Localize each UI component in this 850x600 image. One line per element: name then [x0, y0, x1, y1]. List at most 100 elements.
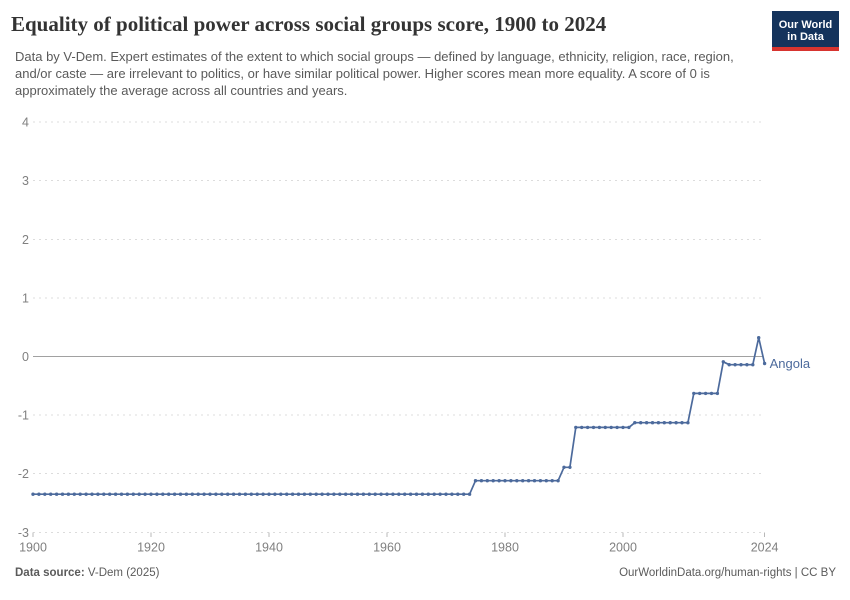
data-point-marker[interactable] [320, 492, 324, 496]
data-point-marker[interactable] [698, 391, 702, 396]
data-point-marker[interactable] [727, 363, 731, 367]
data-point-marker[interactable] [639, 421, 643, 425]
data-point-marker[interactable] [585, 425, 590, 430]
data-point-marker[interactable] [314, 492, 318, 496]
data-point-marker[interactable] [532, 479, 537, 483]
data-point-marker[interactable] [491, 479, 495, 483]
data-point-marker[interactable] [285, 492, 289, 496]
data-point-marker[interactable] [521, 479, 525, 483]
data-point-marker[interactable] [556, 479, 560, 483]
data-point-marker[interactable] [686, 421, 690, 425]
data-point-marker[interactable] [184, 492, 189, 496]
data-point-marker[interactable] [202, 492, 206, 496]
data-point-marker[interactable] [751, 363, 755, 367]
data-point-marker[interactable] [143, 492, 147, 496]
data-point-marker[interactable] [462, 492, 466, 496]
data-point-marker[interactable] [338, 492, 342, 496]
data-point-marker[interactable] [178, 492, 183, 496]
data-point-marker[interactable] [538, 479, 543, 483]
data-point-marker[interactable] [31, 492, 35, 496]
data-point-marker[interactable] [367, 492, 371, 496]
data-point-marker[interactable] [261, 492, 265, 496]
data-point-marker[interactable] [580, 425, 584, 430]
data-point-marker[interactable] [137, 492, 141, 496]
data-point-marker[interactable] [391, 492, 395, 496]
data-point-marker[interactable] [615, 425, 619, 430]
data-point-marker[interactable] [43, 492, 47, 496]
data-point-marker[interactable] [515, 479, 519, 483]
data-point-marker[interactable] [84, 492, 88, 496]
data-point-marker[interactable] [226, 492, 230, 496]
data-point-marker[interactable] [155, 492, 159, 496]
data-point-marker[interactable] [302, 492, 307, 496]
data-point-marker[interactable] [231, 492, 236, 496]
data-point-marker[interactable] [757, 336, 761, 340]
data-point-marker[interactable] [456, 492, 460, 496]
data-point-marker[interactable] [355, 492, 360, 496]
data-point-marker[interactable] [66, 492, 71, 496]
data-point-marker[interactable] [733, 363, 737, 367]
angola-markers[interactable] [31, 336, 767, 496]
angola-line[interactable] [32, 336, 766, 496]
data-point-marker[interactable] [692, 391, 696, 396]
data-point-marker[interactable] [90, 492, 94, 496]
data-point-marker[interactable] [149, 492, 153, 496]
angola-series[interactable] [32, 336, 766, 496]
data-point-marker[interactable] [544, 479, 548, 483]
data-point-marker[interactable] [96, 492, 100, 496]
data-point-marker[interactable] [432, 492, 436, 496]
data-point-marker[interactable] [568, 465, 572, 469]
license-label[interactable]: CC BY [800, 567, 836, 579]
data-point-marker[interactable] [373, 492, 377, 496]
data-point-marker[interactable] [467, 492, 472, 496]
data-point-marker[interactable] [438, 492, 442, 496]
data-point-marker[interactable] [119, 492, 124, 496]
data-point-marker[interactable] [597, 425, 602, 430]
data-point-marker[interactable] [668, 421, 672, 425]
data-point-marker[interactable] [414, 492, 419, 496]
data-point-marker[interactable] [161, 492, 165, 496]
data-point-marker[interactable] [550, 479, 554, 483]
owid-logo[interactable]: Our World in Data [772, 11, 839, 51]
data-point-marker[interactable] [332, 492, 336, 496]
data-point-marker[interactable] [662, 421, 666, 425]
data-point-marker[interactable] [255, 492, 259, 496]
data-point-marker[interactable] [609, 425, 613, 430]
data-point-marker[interactable] [190, 492, 194, 496]
data-point-marker[interactable] [167, 492, 171, 496]
data-point-marker[interactable] [54, 492, 59, 496]
entity-label-angola[interactable]: Angola [770, 356, 811, 371]
data-point-marker[interactable] [674, 421, 678, 425]
data-point-marker[interactable] [574, 425, 578, 430]
data-point-marker[interactable] [703, 391, 708, 396]
data-point-marker[interactable] [745, 363, 749, 367]
data-point-marker[interactable] [326, 492, 330, 496]
data-point-marker[interactable] [603, 425, 607, 430]
data-point-marker[interactable] [509, 479, 513, 483]
data-point-marker[interactable] [379, 492, 383, 496]
data-point-marker[interactable] [290, 492, 295, 496]
data-point-marker[interactable] [497, 479, 501, 483]
data-point-marker[interactable] [450, 492, 454, 496]
data-point-marker[interactable] [644, 421, 649, 425]
data-point-marker[interactable] [633, 421, 637, 425]
data-point-marker[interactable] [344, 492, 348, 496]
data-point-marker[interactable] [526, 479, 531, 483]
data-point-marker[interactable] [397, 492, 401, 496]
data-point-marker[interactable] [49, 492, 53, 496]
data-point-marker[interactable] [249, 492, 253, 496]
data-point-marker[interactable] [709, 391, 714, 396]
data-point-marker[interactable] [296, 492, 301, 496]
data-point-marker[interactable] [361, 492, 366, 496]
data-point-marker[interactable] [208, 492, 212, 496]
data-point-marker[interactable] [656, 421, 661, 425]
data-point-marker[interactable] [739, 363, 743, 367]
data-point-marker[interactable] [762, 361, 767, 366]
data-point-marker[interactable] [473, 479, 478, 483]
data-point-marker[interactable] [214, 492, 218, 496]
data-point-marker[interactable] [196, 492, 200, 496]
data-point-marker[interactable] [408, 492, 413, 496]
data-point-marker[interactable] [108, 492, 112, 496]
data-point-marker[interactable] [125, 492, 130, 496]
data-point-marker[interactable] [131, 492, 135, 496]
